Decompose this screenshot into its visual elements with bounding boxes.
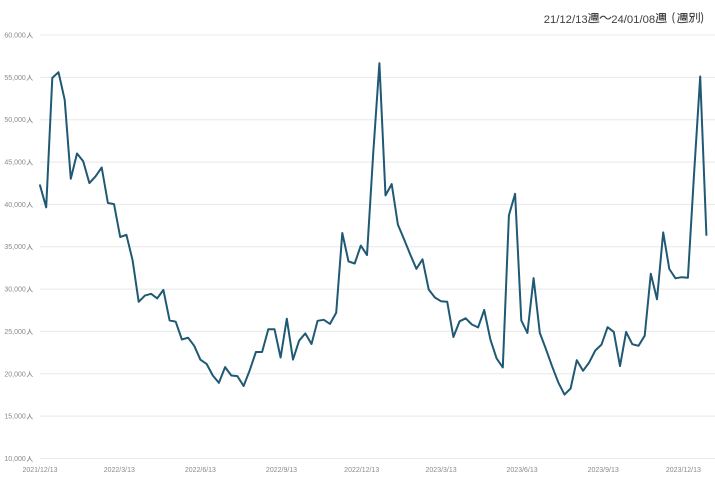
svg-text:40,000: 40,000 [4,202,26,209]
svg-text:50,000: 50,000 [4,117,26,124]
svg-text:60,000: 60,000 [4,33,26,40]
svg-text:2022/9/13: 2022/9/13 [266,467,297,474]
svg-text:20,000: 20,000 [4,371,26,378]
svg-text:2022/12/13: 2022/12/13 [344,467,379,474]
svg-text:2021/12/13: 2021/12/13 [22,467,57,474]
svg-text:2023/6/13: 2023/6/13 [507,467,538,474]
svg-text:2022/6/13: 2022/6/13 [185,467,216,474]
svg-text:55,000: 55,000 [4,75,26,82]
svg-text:25,000: 25,000 [4,329,26,336]
svg-text:2023/3/13: 2023/3/13 [426,467,457,474]
svg-text:2023/9/13: 2023/9/13 [588,467,619,474]
svg-text:21/12/13: 21/12/13 [544,14,588,26]
svg-text:2022/3/13: 2022/3/13 [104,467,135,474]
svg-text:10,000: 10,000 [4,456,26,463]
svg-text:15,000: 15,000 [4,414,26,421]
svg-text:24/01/08: 24/01/08 [611,14,655,26]
svg-text:30,000: 30,000 [4,287,26,294]
svg-text:35,000: 35,000 [4,244,26,251]
svg-text:2023/12/13: 2023/12/13 [666,467,701,474]
svg-text:45,000: 45,000 [4,160,26,167]
